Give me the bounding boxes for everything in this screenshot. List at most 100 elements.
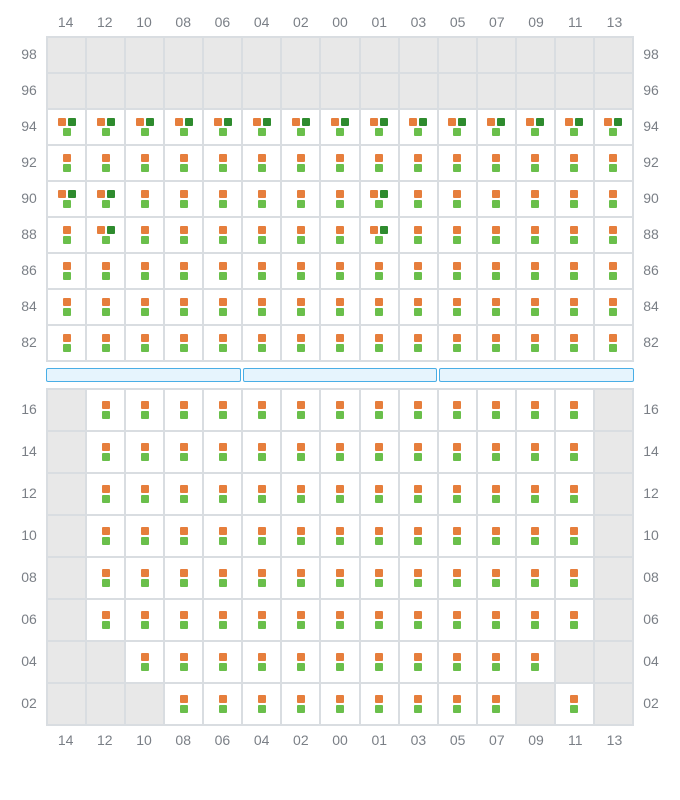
seat-marker[interactable] <box>453 344 461 352</box>
seat-marker[interactable] <box>453 401 461 409</box>
seat-marker[interactable] <box>297 190 305 198</box>
seat-marker[interactable] <box>336 569 344 577</box>
seat-marker[interactable] <box>380 190 388 198</box>
seat-marker[interactable] <box>107 118 115 126</box>
seat-marker[interactable] <box>414 190 422 198</box>
seat-marker[interactable] <box>102 334 110 342</box>
seat-marker[interactable] <box>180 485 188 493</box>
seat-marker[interactable] <box>258 453 266 461</box>
seat-marker[interactable] <box>409 118 417 126</box>
seat-marker[interactable] <box>141 611 149 619</box>
seat-marker[interactable] <box>258 621 266 629</box>
seat-marker[interactable] <box>336 298 344 306</box>
seat-marker[interactable] <box>180 164 188 172</box>
seat-marker[interactable] <box>492 611 500 619</box>
seat-marker[interactable] <box>180 226 188 234</box>
seat-marker[interactable] <box>258 344 266 352</box>
seat-marker[interactable] <box>331 118 339 126</box>
seat-marker[interactable] <box>375 453 383 461</box>
seat-marker[interactable] <box>219 272 227 280</box>
seat-marker[interactable] <box>141 190 149 198</box>
seat-marker[interactable] <box>219 190 227 198</box>
seat-marker[interactable] <box>180 537 188 545</box>
seat-marker[interactable] <box>141 653 149 661</box>
seat-marker[interactable] <box>370 226 378 234</box>
seat-marker[interactable] <box>453 453 461 461</box>
seat-marker[interactable] <box>375 705 383 713</box>
seat-marker[interactable] <box>63 226 71 234</box>
seat-marker[interactable] <box>375 200 383 208</box>
seat-marker[interactable] <box>531 128 539 136</box>
seat-marker[interactable] <box>497 118 505 126</box>
seat-marker[interactable] <box>219 443 227 451</box>
seat-marker[interactable] <box>141 569 149 577</box>
seat-marker[interactable] <box>141 128 149 136</box>
seat-marker[interactable] <box>180 695 188 703</box>
seat-marker[interactable] <box>570 154 578 162</box>
seat-marker[interactable] <box>375 164 383 172</box>
seat-marker[interactable] <box>97 190 105 198</box>
seat-marker[interactable] <box>375 695 383 703</box>
seat-marker[interactable] <box>297 443 305 451</box>
seat-marker[interactable] <box>258 308 266 316</box>
seat-marker[interactable] <box>141 411 149 419</box>
seat-marker[interactable] <box>102 569 110 577</box>
seat-marker[interactable] <box>297 705 305 713</box>
seat-marker[interactable] <box>141 401 149 409</box>
seat-marker[interactable] <box>375 579 383 587</box>
seat-marker[interactable] <box>63 272 71 280</box>
seat-marker[interactable] <box>180 611 188 619</box>
seat-marker[interactable] <box>531 453 539 461</box>
seat-marker[interactable] <box>219 527 227 535</box>
seat-marker[interactable] <box>258 200 266 208</box>
seat-marker[interactable] <box>492 569 500 577</box>
seat-marker[interactable] <box>336 164 344 172</box>
seat-marker[interactable] <box>336 344 344 352</box>
seat-marker[interactable] <box>336 262 344 270</box>
seat-marker[interactable] <box>141 164 149 172</box>
seat-marker[interactable] <box>63 344 71 352</box>
seat-marker[interactable] <box>141 262 149 270</box>
seat-marker[interactable] <box>219 537 227 545</box>
seat-marker[interactable] <box>219 695 227 703</box>
seat-marker[interactable] <box>414 485 422 493</box>
seat-marker[interactable] <box>180 621 188 629</box>
seat-marker[interactable] <box>492 453 500 461</box>
seat-marker[interactable] <box>414 611 422 619</box>
seat-marker[interactable] <box>297 298 305 306</box>
seat-marker[interactable] <box>570 621 578 629</box>
seat-marker[interactable] <box>219 154 227 162</box>
seat-marker[interactable] <box>102 579 110 587</box>
seat-marker[interactable] <box>492 334 500 342</box>
seat-marker[interactable] <box>141 495 149 503</box>
seat-marker[interactable] <box>180 401 188 409</box>
seat-marker[interactable] <box>380 226 388 234</box>
seat-marker[interactable] <box>336 190 344 198</box>
seat-marker[interactable] <box>375 308 383 316</box>
seat-marker[interactable] <box>570 262 578 270</box>
seat-marker[interactable] <box>570 443 578 451</box>
seat-marker[interactable] <box>570 401 578 409</box>
seat-marker[interactable] <box>453 298 461 306</box>
seat-marker[interactable] <box>336 308 344 316</box>
seat-marker[interactable] <box>336 453 344 461</box>
seat-marker[interactable] <box>336 537 344 545</box>
seat-marker[interactable] <box>492 443 500 451</box>
seat-marker[interactable] <box>219 200 227 208</box>
seat-marker[interactable] <box>492 298 500 306</box>
seat-marker[interactable] <box>336 236 344 244</box>
seat-marker[interactable] <box>102 401 110 409</box>
seat-marker[interactable] <box>453 262 461 270</box>
seat-marker[interactable] <box>492 190 500 198</box>
seat-marker[interactable] <box>219 411 227 419</box>
seat-marker[interactable] <box>102 154 110 162</box>
seat-marker[interactable] <box>531 485 539 493</box>
seat-marker[interactable] <box>336 401 344 409</box>
seat-marker[interactable] <box>375 611 383 619</box>
seat-marker[interactable] <box>219 236 227 244</box>
seat-marker[interactable] <box>609 154 617 162</box>
seat-marker[interactable] <box>453 485 461 493</box>
seat-marker[interactable] <box>531 411 539 419</box>
seat-marker[interactable] <box>102 443 110 451</box>
seat-marker[interactable] <box>219 344 227 352</box>
